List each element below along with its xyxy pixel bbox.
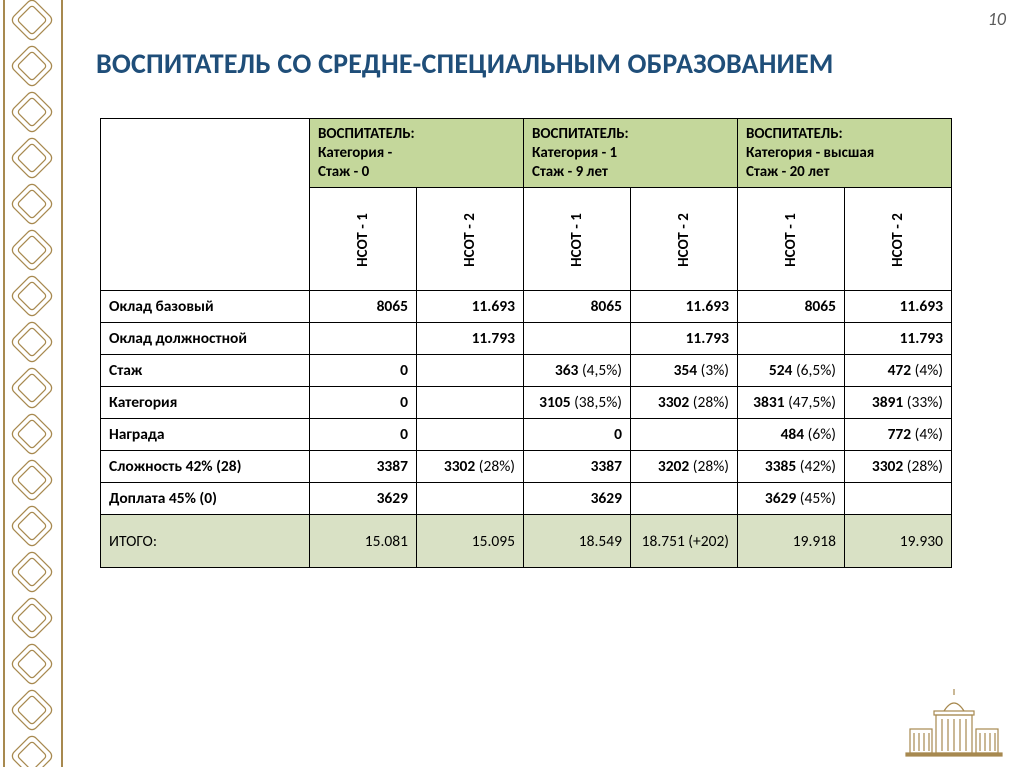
cell: 3105 (38,5%) xyxy=(524,387,631,419)
group-header: ВОСПИТАТЕЛЬ:Категория -Стаж - 0 xyxy=(310,119,524,188)
table-row: Категория0 3105 (38,5%)3302 (28%)3831 (47… xyxy=(101,387,952,419)
cell xyxy=(417,419,524,451)
cell: 484 (6%) xyxy=(738,419,845,451)
cell xyxy=(310,323,417,355)
cell: 11.693 xyxy=(631,291,738,323)
row-label: Награда xyxy=(101,419,310,451)
group-header-row: ВОСПИТАТЕЛЬ:Категория -Стаж - 0 ВОСПИТАТ… xyxy=(101,119,952,188)
row-label: Категория xyxy=(101,387,310,419)
ornament-rail xyxy=(3,0,5,767)
cell: 0 xyxy=(524,419,631,451)
group-header: ВОСПИТАТЕЛЬ:Категория - 1Стаж - 9 лет xyxy=(524,119,738,188)
cell xyxy=(631,483,738,515)
sub-header: НСОТ - 1 xyxy=(738,188,845,291)
cell: 354 (3%) xyxy=(631,355,738,387)
cell: 0 xyxy=(310,419,417,451)
cell: 0 xyxy=(310,387,417,419)
blank-corner xyxy=(101,119,310,291)
cell: 3385 (42%) xyxy=(738,451,845,483)
cell: 11.693 xyxy=(845,291,952,323)
cell: 3629 (45%) xyxy=(738,483,845,515)
cell xyxy=(417,355,524,387)
cell: 3831 (47,5%) xyxy=(738,387,845,419)
cell: 3202 (28%) xyxy=(631,451,738,483)
row-label: Стаж xyxy=(101,355,310,387)
sub-header: НСОТ - 1 xyxy=(524,188,631,291)
table-row: Награда00484 (6%)772 (4%) xyxy=(101,419,952,451)
row-label: Сложность 42% (28) xyxy=(101,451,310,483)
sub-header: НСОТ - 2 xyxy=(845,188,952,291)
cell: 772 (4%) xyxy=(845,419,952,451)
cell: 11.793 xyxy=(631,323,738,355)
cell: 3629 xyxy=(524,483,631,515)
cell: 11.693 xyxy=(417,291,524,323)
total-cell: 18.549 xyxy=(524,515,631,568)
row-label: Доплата 45% (0) xyxy=(101,483,310,515)
total-cell: 15.081 xyxy=(310,515,417,568)
slide: 10 ВОСПИТАТЕЛЬ СО СРЕДНЕ-СПЕЦИАЛЬНЫМ ОБР… xyxy=(0,0,1024,767)
total-label: ИТОГО: xyxy=(101,515,310,568)
table-row: Оклад должностной 11.793 11.793 11.793 xyxy=(101,323,952,355)
page-number: 10 xyxy=(988,8,1006,30)
row-label: Оклад базовый xyxy=(101,291,310,323)
cell: 8065 xyxy=(310,291,417,323)
table-row: Оклад базовый806511.693806511.693806511.… xyxy=(101,291,952,323)
group-header: ВОСПИТАТЕЛЬ:Категория - высшаяСтаж - 20 … xyxy=(738,119,952,188)
total-cell: 19.918 xyxy=(738,515,845,568)
cell: 3387 xyxy=(310,451,417,483)
cell: 524 (6,5%) xyxy=(738,355,845,387)
total-row: ИТОГО:15.08115.09518.54918.751 (+202)19.… xyxy=(101,515,952,568)
row-label: Оклад должностной xyxy=(101,323,310,355)
total-cell: 15.095 xyxy=(417,515,524,568)
cell: 0 xyxy=(310,355,417,387)
sub-header: НСОТ - 1 xyxy=(310,188,417,291)
cell xyxy=(738,323,845,355)
cell: 3629 xyxy=(310,483,417,515)
cell: 3302 (28%) xyxy=(845,451,952,483)
cell: 3387 xyxy=(524,451,631,483)
cell: 11.793 xyxy=(845,323,952,355)
table-row: Стаж0 363 (4,5%)354 (3%)524 (6,5%)472 (4%… xyxy=(101,355,952,387)
cell: 363 (4,5%) xyxy=(524,355,631,387)
cell: 3891 (33%) xyxy=(845,387,952,419)
cell xyxy=(845,483,952,515)
cell: 3302 (28%) xyxy=(631,387,738,419)
cell xyxy=(524,323,631,355)
building-icon xyxy=(904,685,1004,757)
cell: 3302 (28%) xyxy=(417,451,524,483)
salary-table: ВОСПИТАТЕЛЬ:Категория -Стаж - 0 ВОСПИТАТ… xyxy=(100,118,952,568)
sub-header: НСОТ - 2 xyxy=(631,188,738,291)
table-row: Доплата 45% (0)362936293629 (45%) xyxy=(101,483,952,515)
cell: 472 (4%) xyxy=(845,355,952,387)
cell xyxy=(417,483,524,515)
sub-header: НСОТ - 2 xyxy=(417,188,524,291)
page-title: ВОСПИТАТЕЛЬ СО СРЕДНЕ-СПЕЦИАЛЬНЫМ ОБРАЗО… xyxy=(96,46,834,81)
ornament-border xyxy=(6,0,58,767)
cell: 8065 xyxy=(524,291,631,323)
cell: 8065 xyxy=(738,291,845,323)
cell: 11.793 xyxy=(417,323,524,355)
total-cell: 19.930 xyxy=(845,515,952,568)
ornament-rail xyxy=(61,0,63,767)
cell xyxy=(417,387,524,419)
cell xyxy=(631,419,738,451)
total-cell: 18.751 (+202) xyxy=(631,515,738,568)
table-row: Сложность 42% (28)33873302 (28%)33873202… xyxy=(101,451,952,483)
